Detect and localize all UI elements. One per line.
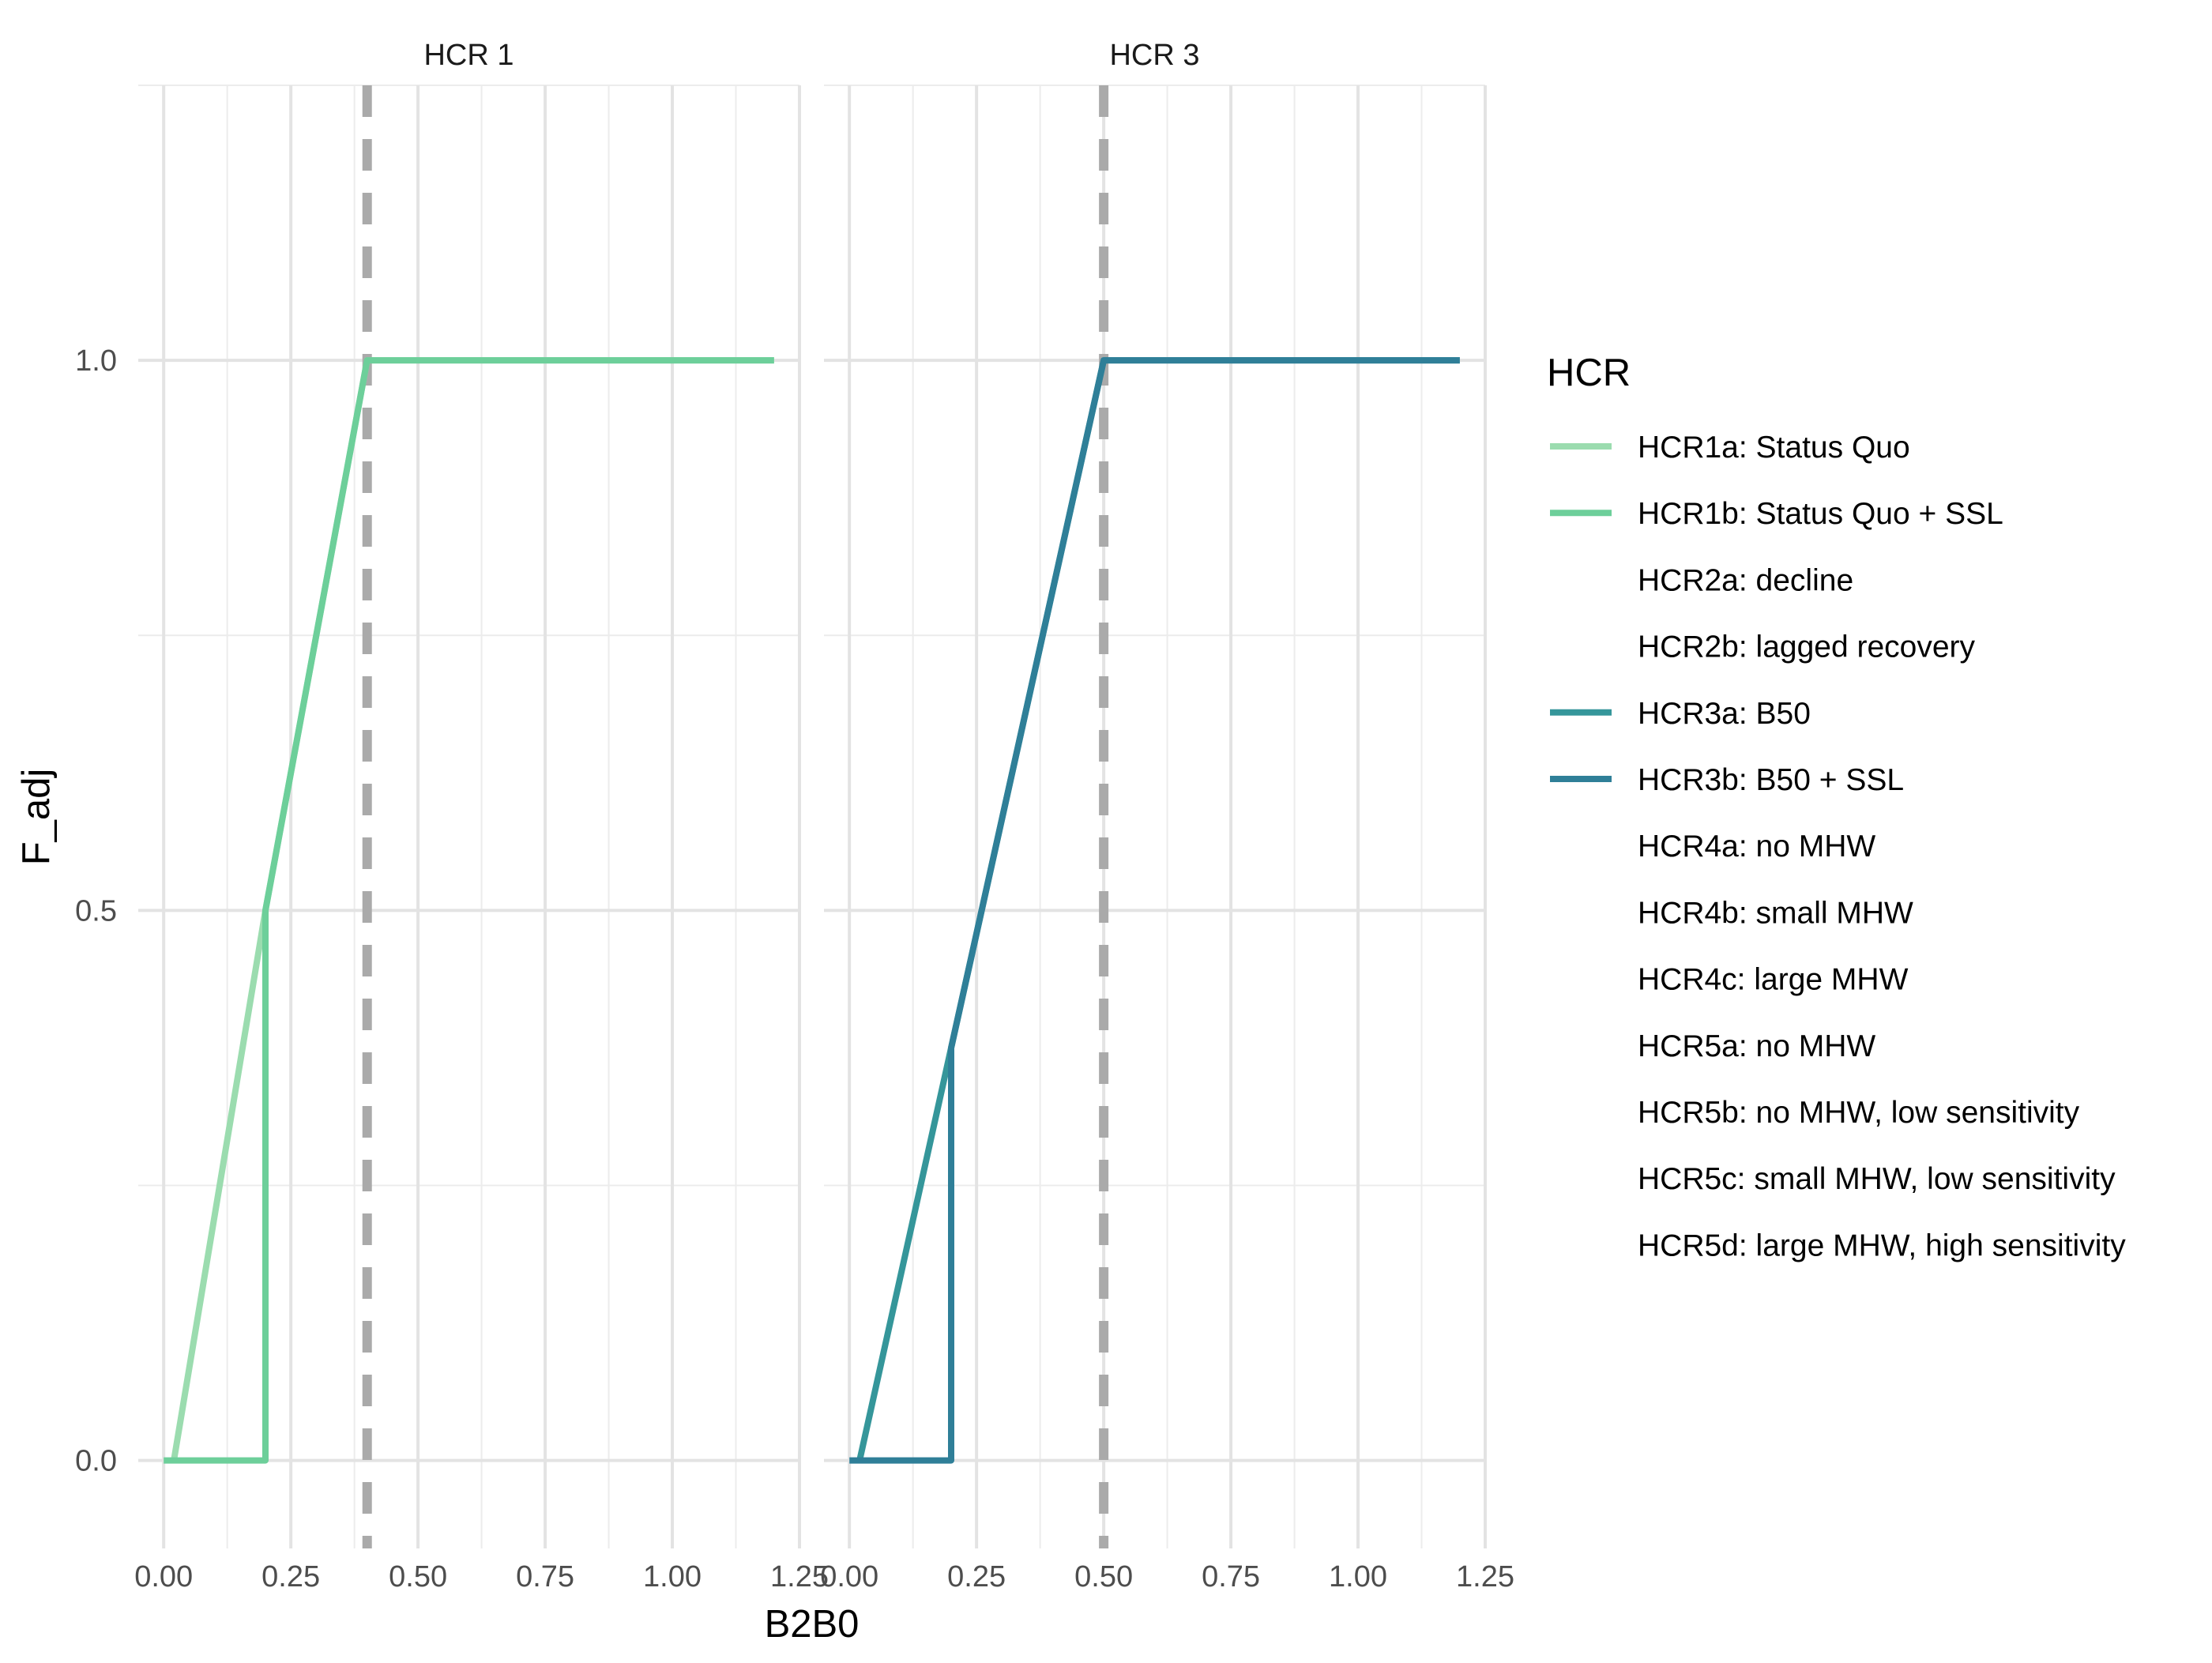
y-tick-label: 0.0 [75, 1445, 117, 1478]
x-tick-label: 0.00 [820, 1560, 878, 1593]
legend-title: HCR [1547, 352, 1631, 394]
legend-label: HCR5b: no MHW, low sensitivity [1638, 1096, 2080, 1130]
legend-item: HCR5d: large MHW, high sensitivity [1638, 1228, 2126, 1262]
legend-label: HCR3a: B50 [1638, 697, 1811, 731]
x-tick-label: 0.25 [947, 1560, 1006, 1593]
x-tick-label: 0.25 [261, 1560, 320, 1593]
legend-item: HCR4c: large MHW [1638, 963, 1909, 997]
legend-item: HCR3a: B50 [1550, 697, 1811, 731]
panels-layer: 0.00 0.25 0.50 0.75 1.00 1.25 HCR 1 0.00 0.25 0.5… [134, 39, 1514, 1593]
legend-item: HCR1a: Status Quo [1550, 431, 1910, 465]
x-tick-label: 1.00 [1329, 1560, 1387, 1593]
legend-label: HCR5d: large MHW, high sensitivity [1638, 1228, 2126, 1262]
legend-label: HCR1a: Status Quo [1638, 431, 1910, 465]
x-tick-label: 1.00 [643, 1560, 702, 1593]
y-tick-label: 0.5 [75, 894, 117, 927]
y-tick-label: 1.0 [75, 344, 117, 378]
x-tick-label: 0.00 [134, 1560, 193, 1593]
x-tick-label: 0.75 [1202, 1560, 1260, 1593]
panel-2: 0.00 0.25 0.50 0.75 1.00 1.25 HCR 3 [820, 39, 1514, 1593]
legend-label: HCR4a: no MHW [1638, 830, 1875, 863]
panel-title: HCR 1 [423, 39, 514, 72]
x-tick-label: 1.25 [1456, 1560, 1514, 1593]
legend-label: HCR2a: decline [1638, 563, 1853, 597]
x-tick-label: 0.75 [516, 1560, 574, 1593]
legend-item: HCR4b: small MHW [1638, 896, 1913, 930]
legend-item: HCR5b: no MHW, low sensitivity [1638, 1096, 2080, 1130]
legend-item: HCR2b: lagged recovery [1638, 630, 1976, 664]
panel-1: 0.00 0.25 0.50 0.75 1.00 1.25 HCR 1 [134, 39, 829, 1593]
series-line [849, 357, 1460, 1464]
legend-label: HCR5a: no MHW [1638, 1029, 1875, 1063]
legend-label: HCR5c: small MHW, low sensitivity [1638, 1162, 2116, 1196]
legend-label: HCR4c: large MHW [1638, 963, 1909, 997]
legend-item: HCR1b: Status Quo + SSL [1550, 497, 2003, 531]
y-axis: 0.0 0.5 1.0 [75, 344, 117, 1477]
legend-item: HCR5c: small MHW, low sensitivity [1638, 1162, 2116, 1196]
x-tick-label: 1.25 [770, 1560, 829, 1593]
legend-item: HCR2a: decline [1638, 563, 1853, 597]
legend-item: HCR5a: no MHW [1638, 1029, 1875, 1063]
legend-label: HCR1b: Status Quo + SSL [1638, 497, 2003, 531]
legend-label: HCR4b: small MHW [1638, 896, 1913, 930]
legend-label: HCR2b: lagged recovery [1638, 630, 1976, 664]
x-axis-title: B2B0 [765, 1603, 860, 1646]
x-tick-label: 0.50 [1074, 1560, 1133, 1593]
legend-item: HCR4a: no MHW [1638, 830, 1875, 863]
x-tick-label: 0.50 [389, 1560, 447, 1593]
series-line [164, 357, 774, 1464]
y-axis-title: F_adj [15, 769, 58, 866]
legend: HCR HCR1a: Status Quo HCR1b: Status Quo +… [1547, 352, 2126, 1262]
legend-item: HCR3b: B50 + SSL [1550, 763, 1904, 797]
panel-title: HCR 3 [1109, 39, 1199, 72]
legend-label: HCR3b: B50 + SSL [1638, 763, 1904, 797]
